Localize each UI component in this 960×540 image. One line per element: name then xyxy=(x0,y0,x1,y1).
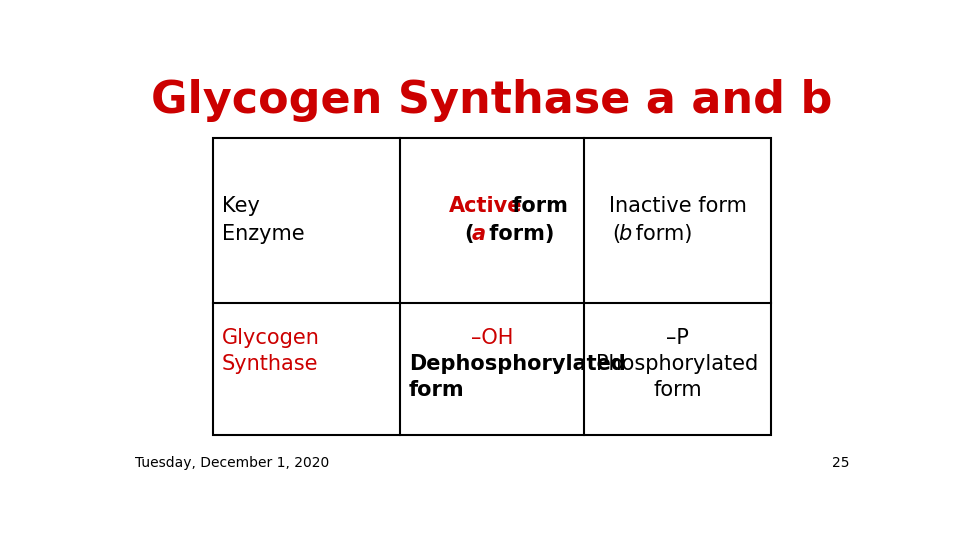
Text: form: form xyxy=(505,195,568,215)
Text: form): form) xyxy=(483,225,555,245)
Text: form: form xyxy=(409,380,465,400)
Text: Active: Active xyxy=(448,195,522,215)
Bar xyxy=(213,138,771,435)
Text: form: form xyxy=(653,380,702,400)
Text: Dephosphorylated: Dephosphorylated xyxy=(409,354,626,374)
Text: Tuesday, December 1, 2020: Tuesday, December 1, 2020 xyxy=(134,456,329,470)
Text: Enzyme: Enzyme xyxy=(222,225,304,245)
Text: –OH: –OH xyxy=(470,328,514,348)
Text: Phosphorylated: Phosphorylated xyxy=(596,354,758,374)
Text: b: b xyxy=(618,225,632,245)
Text: Inactive form: Inactive form xyxy=(609,195,747,215)
Text: Key: Key xyxy=(222,195,260,215)
Text: –P: –P xyxy=(666,328,689,348)
Text: a: a xyxy=(471,225,486,245)
Text: Glycogen Synthase a and b: Glycogen Synthase a and b xyxy=(152,79,832,122)
Text: 25: 25 xyxy=(831,456,849,470)
Text: Synthase: Synthase xyxy=(222,354,319,374)
Text: Glycogen: Glycogen xyxy=(222,328,320,348)
Text: (: ( xyxy=(612,225,620,245)
Text: (: ( xyxy=(464,225,473,245)
Text: form): form) xyxy=(629,225,692,245)
